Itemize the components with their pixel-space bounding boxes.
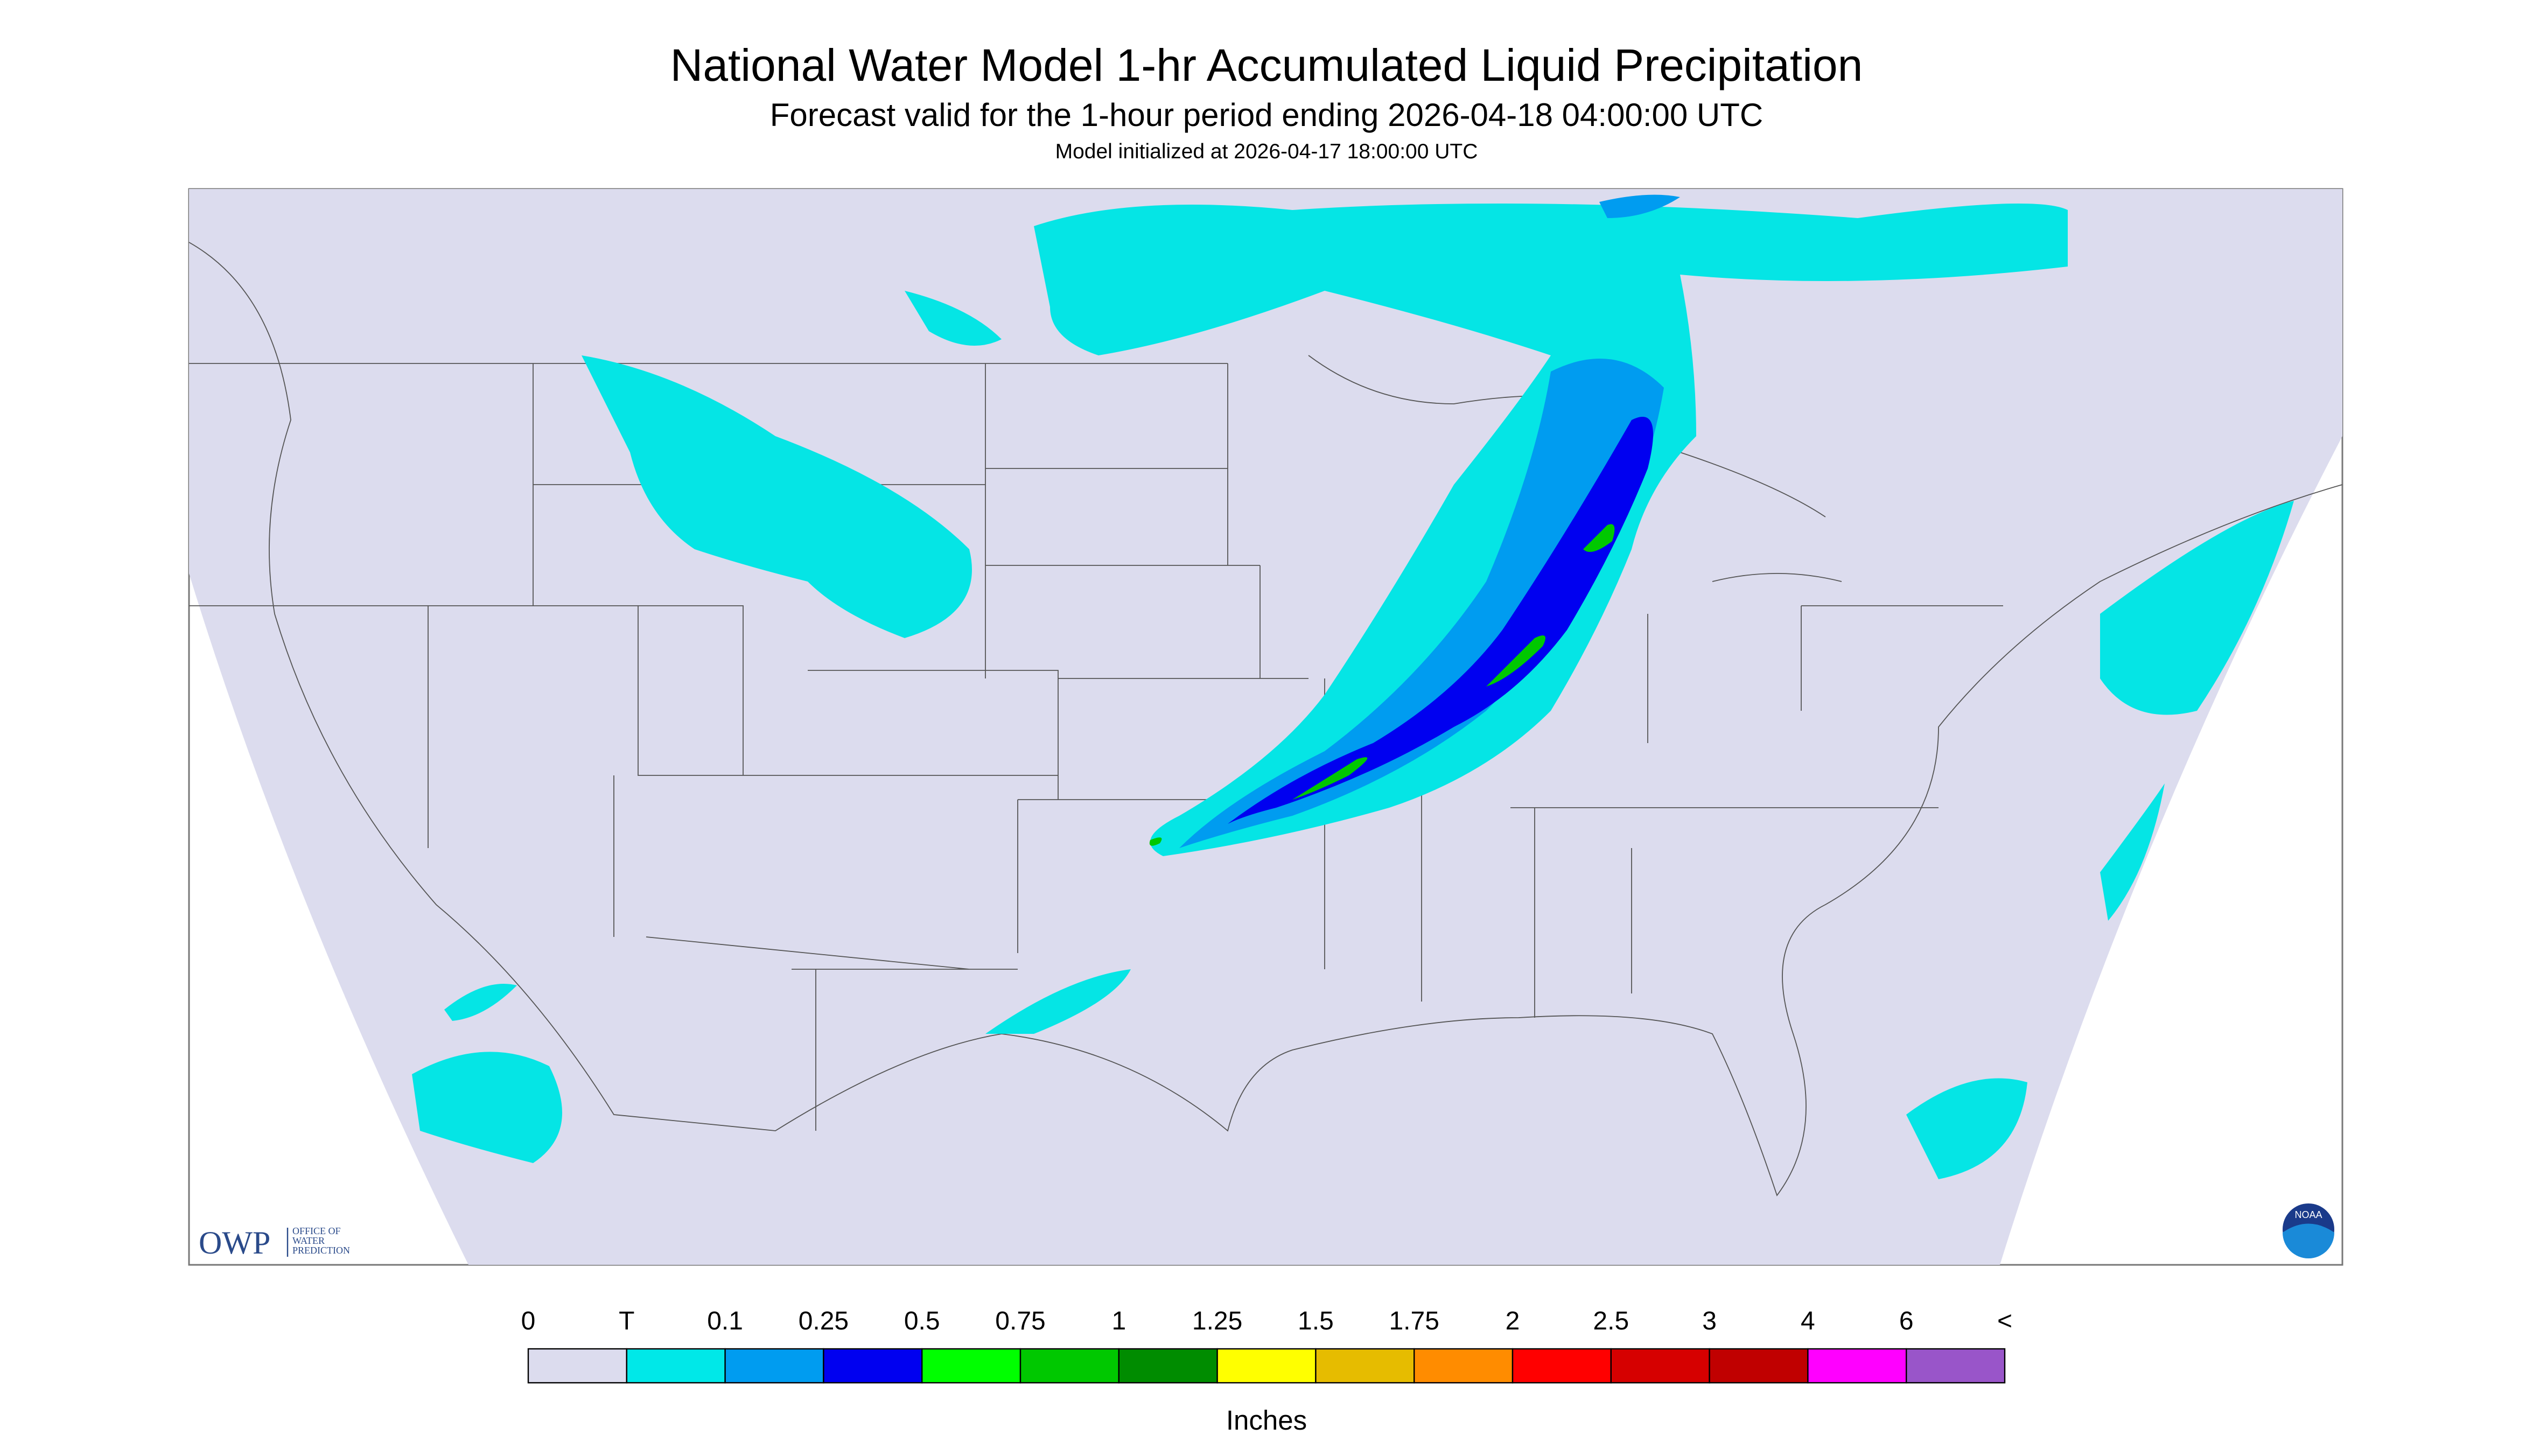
legend-label: 1.5 (1298, 1307, 1334, 1335)
legend-swatch (1414, 1348, 1514, 1384)
noaa-text: NOAA (2294, 1209, 2322, 1220)
legend-swatch (1315, 1348, 1415, 1384)
subtitle: Forecast valid for the 1-hour period end… (770, 97, 1763, 133)
legend-label: 0.1 (707, 1307, 743, 1335)
legend-swatch (1807, 1348, 1907, 1384)
legend-label: 0.5 (904, 1307, 940, 1335)
legend-swatch (1709, 1348, 1809, 1384)
legend-swatch (1512, 1348, 1612, 1384)
legend-label: 3 (1702, 1307, 1717, 1335)
legend-label: 1.25 (1192, 1307, 1242, 1335)
map: OWP OFFICE OF WATER PREDICTION NOAA (188, 188, 2343, 1266)
legend-swatch (527, 1348, 628, 1384)
legend-label: 6 (1899, 1307, 1914, 1335)
owp-text: PREDICTION (292, 1245, 350, 1256)
legend-label: 0 (521, 1307, 536, 1335)
owp-logo: OWP (199, 1225, 270, 1261)
legend-label: 2.5 (1593, 1307, 1629, 1335)
owp-text: OFFICE OF (292, 1226, 341, 1236)
title: National Water Model 1-hr Accumulated Li… (670, 40, 1863, 90)
legend-swatch (1216, 1348, 1317, 1384)
legend-swatch (1905, 1348, 2006, 1384)
legend: 0 T 0.1 0.25 0.5 0.75 1 1.25 1.5 1.75 2 2.5 3 4 6 < (521, 1307, 2012, 1384)
legend-swatch (1019, 1348, 1120, 1384)
legend-label: 1.75 (1389, 1307, 1439, 1335)
legend-swatch (1610, 1348, 1710, 1384)
legend-label: 2 (1506, 1307, 1520, 1335)
legend-label: 4 (1801, 1307, 1815, 1335)
legend-swatch (823, 1348, 923, 1384)
legend-label: 1 (1111, 1307, 1126, 1335)
owp-text: WATER (292, 1235, 325, 1246)
legend-swatch (724, 1348, 824, 1384)
init-time: Model initialized at 2026-04-17 18:00:00… (1055, 140, 1478, 163)
legend-label: < (1997, 1307, 2012, 1335)
legend-label: 0.75 (995, 1307, 1045, 1335)
legend-swatch (1118, 1348, 1218, 1384)
legend-label: T (619, 1307, 634, 1335)
legend-swatch (626, 1348, 726, 1384)
legend-label: 0.25 (799, 1307, 849, 1335)
legend-units: Inches (1226, 1405, 1307, 1436)
legend-swatch (921, 1348, 1021, 1384)
